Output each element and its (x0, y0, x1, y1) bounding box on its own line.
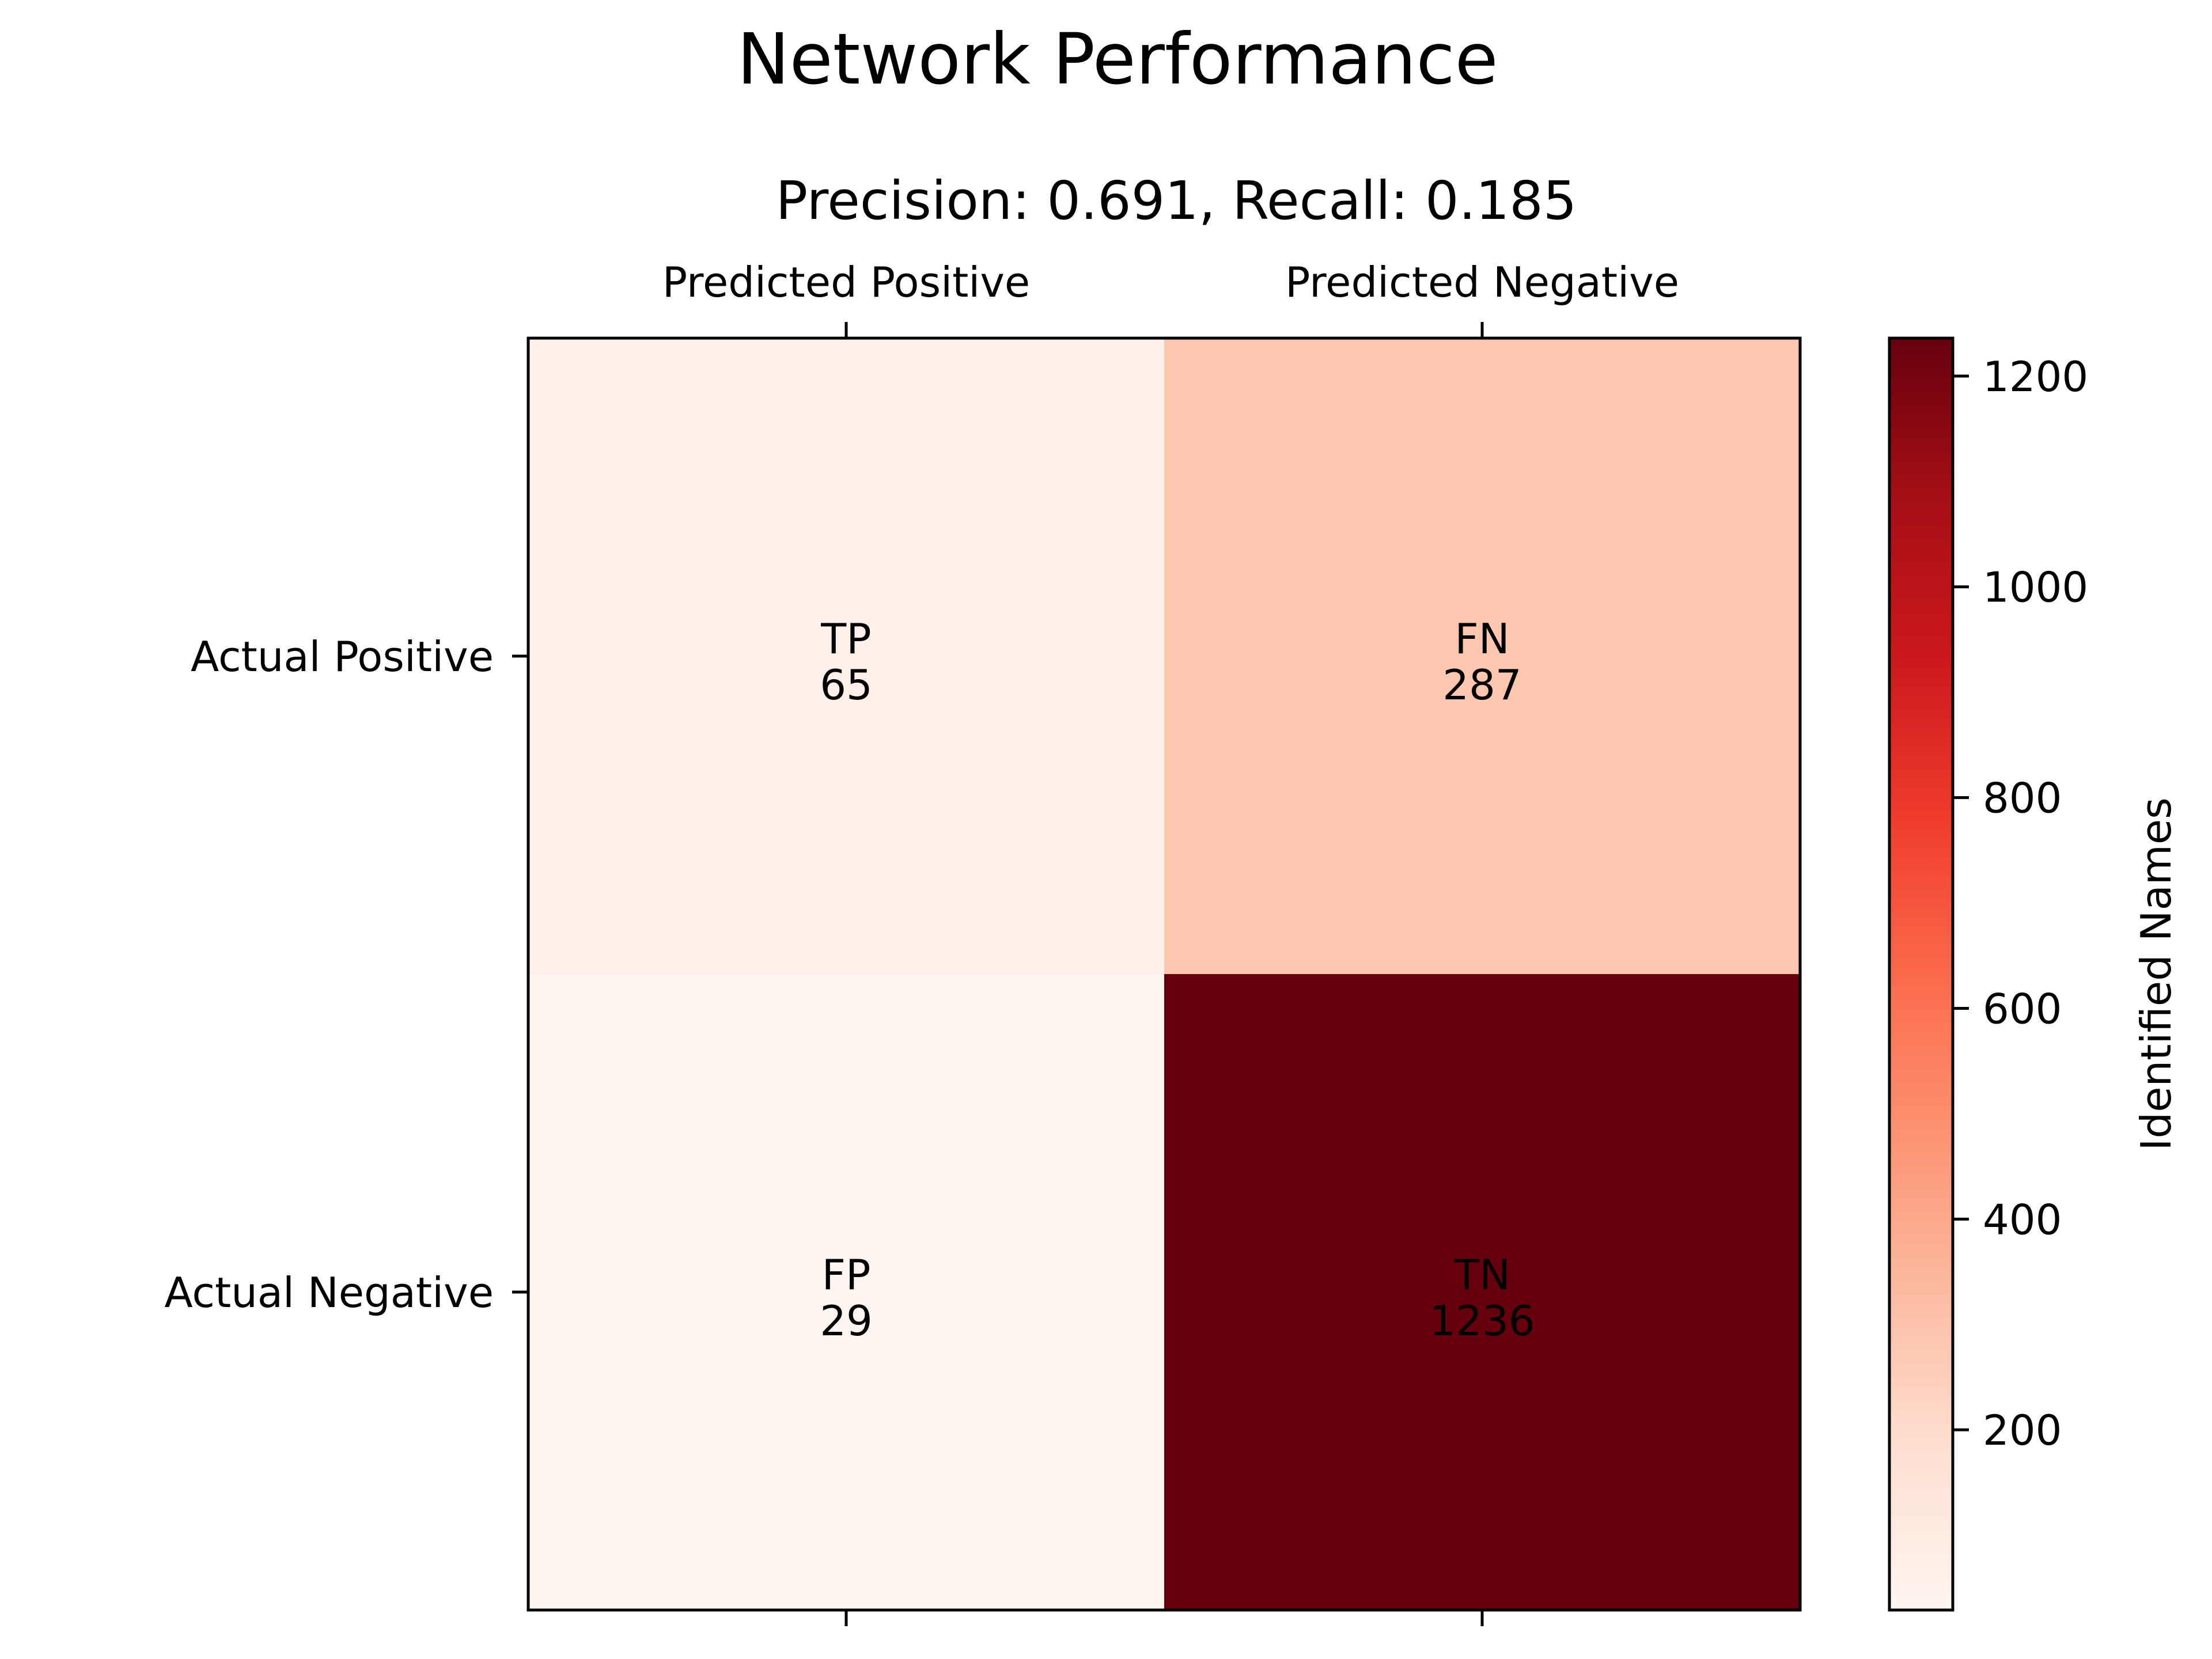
cell-value-fn: 287 (1442, 661, 1521, 709)
y-tick-label: Actual Negative (164, 1268, 494, 1317)
chart-subtitle: Precision: 0.691, Recall: 0.185 (776, 170, 1577, 232)
x-tick-label: Predicted Negative (1285, 258, 1679, 306)
colorbar-tick-label: 600 (1983, 984, 2062, 1033)
cell-fn (1164, 338, 1800, 974)
plot-frame (527, 336, 1802, 1612)
y-tick-label: Actual Positive (191, 632, 494, 681)
colorbar-label: Identified Names (2132, 797, 2180, 1150)
colorbar-tick-label: 1000 (1983, 563, 2088, 612)
cell-label-tn: TN (1453, 1251, 1510, 1299)
cell-tp (528, 338, 1164, 974)
cell-value-tn: 1236 (1429, 1297, 1535, 1345)
x-tick-label: Predicted Positive (662, 258, 1030, 306)
cell-label-tp: TP (820, 615, 871, 663)
cell-label-fn: FN (1455, 615, 1509, 663)
cell-value-tp: 65 (820, 661, 873, 709)
chart-title: Network Performance (737, 18, 1498, 100)
x-axis: Predicted Positive Predicted Negative (662, 258, 1679, 1626)
cell-label-fp: FP (822, 1251, 871, 1299)
colorbar (1888, 336, 1955, 1612)
colorbar-axis: 200 400 600 800 1000 1200 (1953, 353, 2088, 1455)
colorbar-tick-label: 200 (1983, 1406, 2062, 1455)
cell-tn (1164, 974, 1800, 1610)
colorbar-tick-label: 800 (1983, 774, 2062, 823)
colorbar-tick-label: 1200 (1983, 353, 2088, 401)
y-axis: Actual Positive Actual Negative (164, 632, 528, 1317)
cell-value-fp: 29 (820, 1297, 873, 1345)
cell-fp (528, 974, 1164, 1610)
colorbar-tick-label: 400 (1983, 1195, 2062, 1244)
